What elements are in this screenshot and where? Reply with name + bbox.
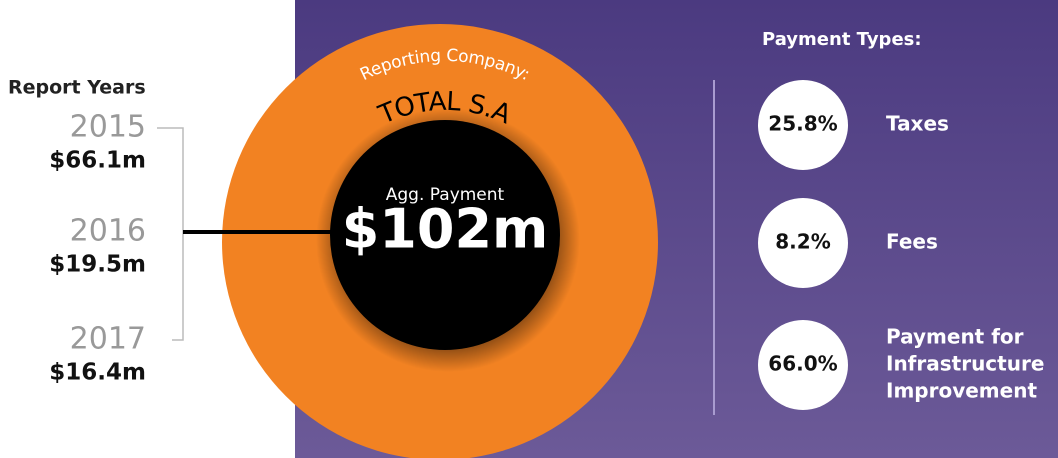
type-label: Improvement bbox=[886, 379, 1037, 403]
report-years-title: Report Years bbox=[8, 77, 146, 99]
year: 2017 bbox=[70, 322, 146, 357]
share: 66.0% bbox=[768, 352, 837, 376]
year: 2016 bbox=[70, 214, 146, 249]
share-bubble bbox=[758, 320, 848, 410]
year: 2015 bbox=[70, 110, 146, 145]
type-label: Infrastructure bbox=[886, 352, 1044, 376]
type-label: Taxes bbox=[886, 112, 949, 136]
year-amount: $66.1m bbox=[49, 148, 146, 174]
inner-circle bbox=[330, 120, 560, 350]
payment-types-title: Payment Types: bbox=[762, 29, 922, 50]
type-label: Fees bbox=[886, 230, 938, 254]
share: 8.2% bbox=[775, 230, 830, 254]
share-bubble bbox=[758, 80, 848, 170]
aggregate-value: $102m bbox=[342, 198, 549, 261]
share-bubble bbox=[758, 198, 848, 288]
share: 25.8% bbox=[768, 112, 837, 136]
dynamic-group: 2015 $66.1m 2016 $19.5m 2017 $16.4m 25.8% Taxes… bbox=[49, 80, 1044, 410]
type-label: Payment for bbox=[886, 325, 1024, 349]
year-amount: $19.5m bbox=[49, 252, 146, 278]
aggregate-label: Agg. Payment bbox=[386, 185, 505, 205]
year-amount: $16.4m bbox=[49, 360, 146, 386]
